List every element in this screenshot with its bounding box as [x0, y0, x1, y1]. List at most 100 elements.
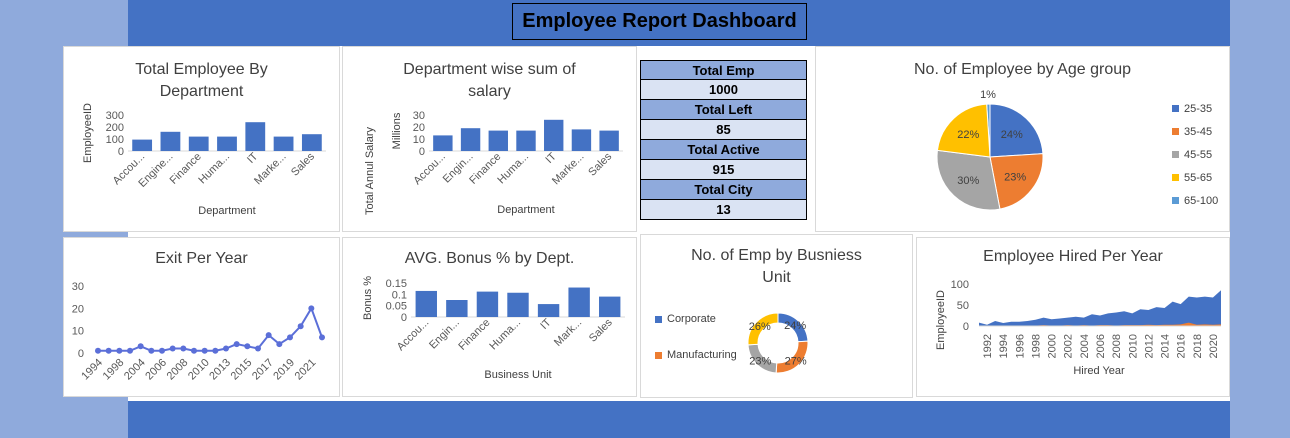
x-tick-label-5: Marke... — [252, 151, 289, 188]
bar-4 — [544, 119, 564, 151]
pie-slice-3 — [936, 103, 991, 158]
exit-point-8 — [180, 345, 187, 352]
panel-emp-by-unit[interactable]: No. of Emp by Busniess Unit Corporate Ma… — [640, 234, 913, 398]
kpi-value-total-city: 13 — [640, 200, 807, 220]
bar-3 — [516, 130, 536, 151]
x-axis-label: Department — [198, 205, 255, 217]
legend-label-4: 65-100 — [1184, 195, 1218, 207]
panel-hired-per-year[interactable]: Employee Hired Per Year 0 50 100 1992 1994 19… — [916, 237, 1230, 397]
x-tick-label: 2008 — [1111, 334, 1123, 358]
x-tick-label-6: Sales — [586, 150, 614, 178]
y-axis-label: EmployeeID — [82, 103, 94, 163]
y-tick-label: 0 — [78, 348, 84, 360]
legend-item-corporate: Corporate — [655, 313, 716, 325]
donut-value-label-3: 26% — [749, 321, 771, 333]
donut-value-label-2: 23% — [749, 356, 771, 368]
kpi-label-total-left: Total Left — [640, 100, 807, 120]
x-tick-label: 2008 — [165, 357, 191, 383]
kpi-table: Total Emp 1000 Total Left 85 Total Activ… — [640, 60, 807, 220]
x-tick-label-2: Finance — [168, 151, 204, 187]
x-tick-label-3: Huma... — [495, 151, 531, 187]
legend-swatch-0 — [1172, 105, 1179, 112]
exit-point-5 — [148, 347, 155, 354]
exit-point-3 — [127, 347, 133, 354]
bar-6 — [599, 296, 621, 317]
x-tick-label: 2010 — [186, 357, 212, 383]
donut-value-label-1: 27% — [785, 356, 807, 368]
bar-0 — [433, 135, 453, 151]
chart-title-exit-per-year: Exit Per Year — [155, 250, 248, 267]
x-tick-label: 2006 — [1095, 334, 1107, 358]
legend-label-2: 45-55 — [1184, 149, 1212, 161]
bar-0 — [132, 139, 153, 151]
x-tick-label: 2019 — [271, 357, 297, 383]
y-tick-label: 200 — [106, 122, 124, 134]
exit-point-1 — [105, 347, 112, 354]
kpi-value-total-left: 85 — [640, 120, 807, 140]
bar-0 — [415, 290, 437, 317]
bar-2 — [488, 130, 508, 151]
x-tick-label-2: Finance — [456, 317, 492, 353]
legend-item-manufacturing: Manufacturing — [655, 349, 737, 361]
chart-title-bonus-by-dept: AVG. Bonus % by Dept. — [404, 250, 575, 267]
x-tick-label: 1994 — [998, 334, 1010, 358]
x-tick-label: 1994 — [79, 357, 105, 383]
y-axis-label: Total Annul Salary — [364, 126, 376, 215]
bar-2 — [188, 136, 209, 151]
exit-line — [98, 306, 323, 352]
panel-emp-by-dept[interactable]: Total Employee By Department 0 100 200 300 A… — [63, 46, 340, 232]
bar-5 — [568, 287, 590, 317]
x-tick-label-5: Mark... — [552, 317, 584, 349]
pie-value-label-3: 22% — [957, 129, 979, 141]
y-tick-label: 50 — [957, 300, 969, 312]
chart-bonus-by-dept: 00.050.10.15Accou...Engin...FinanceHuma.… — [362, 276, 625, 381]
chart-title-emp-by-unit: No. of Emp by Busniess Unit — [691, 247, 862, 286]
exit-point-9 — [191, 347, 197, 354]
x-tick-label-6: Sales — [289, 150, 317, 178]
x-tick-label: 2010 — [1127, 334, 1139, 358]
legend-swatch-2 — [1172, 151, 1179, 158]
legend-swatch-3 — [1172, 174, 1179, 181]
x-tick-label-1: Engin... — [427, 317, 462, 352]
bar-1 — [160, 131, 181, 151]
pie-value-label-2: 30% — [957, 175, 979, 187]
chart-title-salary-by-dept: Department wise sum of salary — [403, 61, 576, 100]
y-tick-label: 0.05 — [386, 301, 407, 313]
y-tick-label: 0.15 — [386, 278, 407, 290]
exit-point-14 — [244, 343, 251, 350]
chart-exit-per-year: 0102030199419982004200620082010201320152… — [72, 281, 325, 383]
y-tick-label: 20 — [413, 122, 425, 134]
panel-exit-per-year[interactable]: Exit Per Year 0 10 20 30 1994 1998 2004 2006 200… — [63, 237, 340, 397]
panel-salary-by-dept[interactable]: Department wise sum of salary 0 10 20 30 Acc… — [342, 46, 637, 232]
chart-emp-by-dept: 0100200300Accou...Engine...FinanceHuma..… — [82, 103, 326, 217]
exit-point-4 — [137, 343, 144, 350]
x-tick-label: 2014 — [1160, 334, 1172, 358]
bar-3 — [217, 136, 237, 151]
kpi-label-total-emp: Total Emp — [640, 60, 807, 80]
panel-age-group[interactable]: No. of Employee by Age group 1% 24% 23% 30%… — [815, 46, 1230, 232]
x-tick-label-4: IT — [245, 150, 261, 166]
x-tick-label-4: IT — [538, 316, 554, 332]
pie-value-label-1: 23% — [1004, 171, 1026, 183]
donut-value-label-0: 24% — [784, 320, 806, 332]
exit-point-12 — [223, 345, 229, 352]
x-tick-label: 2020 — [1208, 334, 1220, 358]
bar-2 — [476, 291, 499, 317]
panel-bonus-by-dept[interactable]: AVG. Bonus % by Dept. 0 0.05 0.1 0.15 Accou.… — [342, 237, 637, 397]
pie-slice-1 — [989, 153, 1044, 210]
bar-1 — [446, 300, 468, 317]
y-tick-label: 300 — [106, 110, 124, 122]
area-series-0 — [979, 290, 1221, 326]
bar-4 — [537, 304, 560, 317]
donut-segment-3 — [747, 312, 779, 346]
pie-slice-2 — [936, 149, 1001, 211]
chart-title-age-group: No. of Employee by Age group — [913, 61, 1132, 78]
y-tick-label: 0 — [118, 146, 124, 158]
bar-5 — [273, 136, 294, 151]
x-tick-label: 2012 — [1143, 334, 1155, 358]
x-tick-label-6: Sales — [587, 316, 615, 344]
pie-value-label-0: 24% — [1001, 129, 1023, 141]
y-axis-label: EmployeeID — [935, 290, 947, 350]
exit-point-6 — [159, 347, 165, 354]
